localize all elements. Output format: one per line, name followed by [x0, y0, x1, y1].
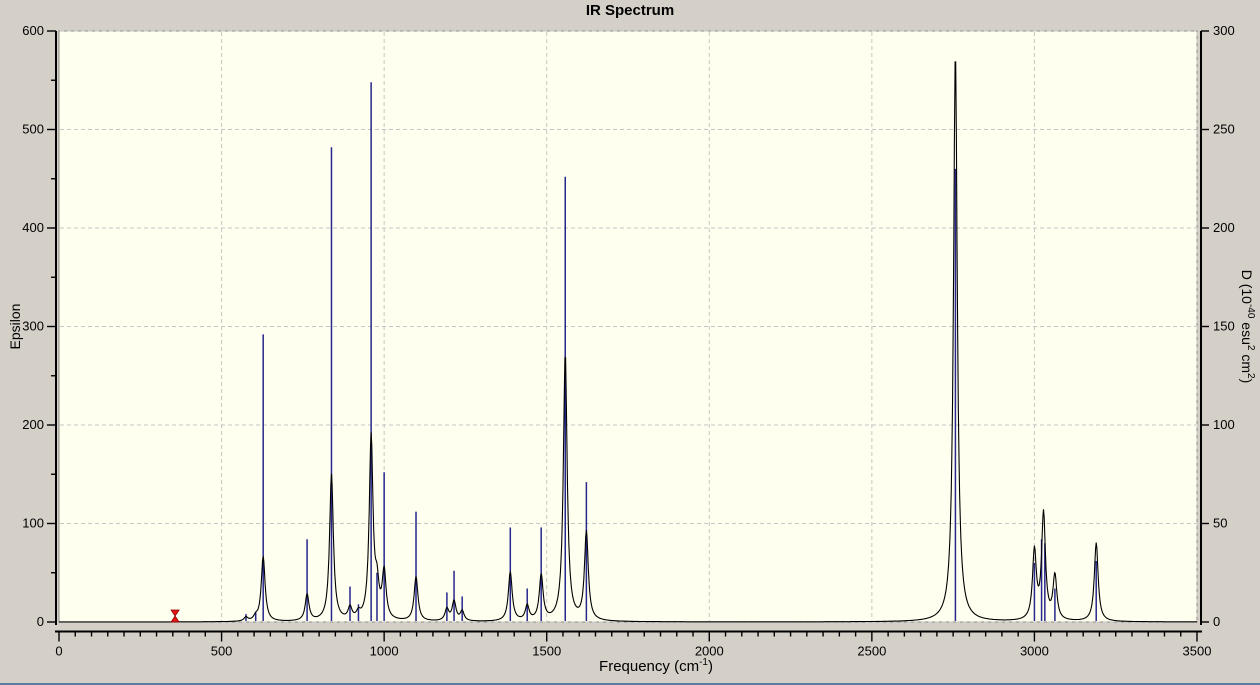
y-left-tick-label: 300 — [22, 319, 44, 334]
y-left-ticks: 0 100 200 300 400 500 600 — [22, 23, 56, 629]
x-axis-ticks: 0 500 1000 1500 2000 2500 3000 3500 — [55, 631, 1212, 659]
x-axis-label: Frequency (cm-1) — [599, 657, 713, 675]
y-right-tick-label: 200 — [1213, 220, 1235, 235]
y-left-tick-label: 0 — [37, 614, 44, 629]
grid-lines — [60, 30, 1198, 623]
x-tick-label: 1500 — [532, 644, 561, 659]
x-tick-label: 2500 — [857, 644, 886, 659]
y-right-axis-label: D (10-40 esu2 cm2) — [1239, 270, 1256, 384]
y-left-tick-label: 200 — [22, 417, 44, 432]
y-right-tick-label: 50 — [1213, 516, 1227, 531]
y-left-tick-label: 500 — [22, 122, 44, 137]
y-left-axis-label: Epsilon — [7, 304, 23, 350]
x-tick-label: 0 — [55, 644, 62, 659]
y-right-tick-label: 150 — [1213, 319, 1235, 334]
frequency-marker[interactable] — [170, 609, 180, 623]
y-right-ticks: 0 50 100 150 200 250 300 — [1201, 23, 1235, 629]
y-right-tick-label: 300 — [1213, 23, 1235, 38]
y-left-tick-label: 400 — [22, 220, 44, 235]
window-bottom-edge — [0, 683, 1260, 685]
y-right-tick-label: 100 — [1213, 417, 1235, 432]
stick-series — [245, 82, 1097, 621]
y-left-tick-label: 100 — [22, 516, 44, 531]
spectrum-curve — [59, 61, 1198, 623]
x-tick-label: 2000 — [695, 644, 724, 659]
x-tick-label: 3000 — [1020, 644, 1049, 659]
x-tick-label: 3500 — [1183, 644, 1212, 659]
x-tick-label: 500 — [211, 644, 233, 659]
chart-title: IR Spectrum — [585, 2, 675, 19]
y-right-tick-label: 0 — [1213, 614, 1220, 629]
x-tick-label: 1000 — [370, 644, 399, 659]
y-right-tick-label: 250 — [1213, 122, 1235, 137]
y-left-tick-label: 600 — [22, 23, 44, 38]
